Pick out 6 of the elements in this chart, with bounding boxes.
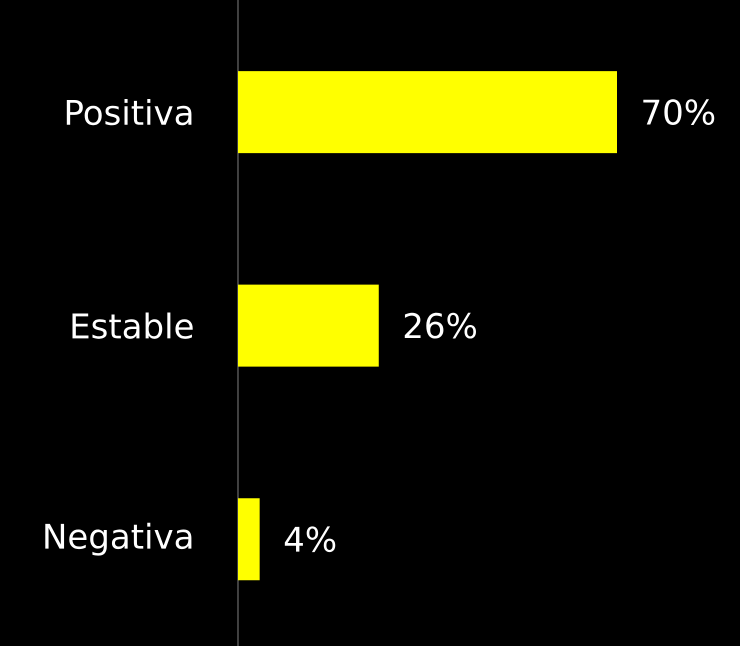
y-tick-label: Positiva: [66, 98, 192, 126]
y-tick-label: Estable: [72, 312, 193, 339]
data-label: 70%: [643, 99, 714, 125]
data-label: 4%: [284, 526, 336, 552]
y-tick-label: Negativa: [45, 522, 192, 556]
data-label: 26%: [404, 312, 476, 339]
